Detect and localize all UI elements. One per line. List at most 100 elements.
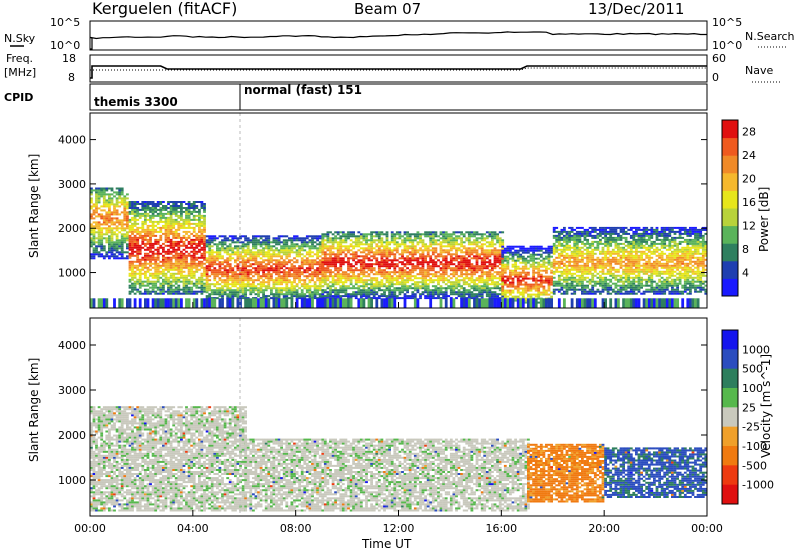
power-cell [411, 247, 415, 250]
power-cell [550, 251, 553, 254]
power-cell [560, 286, 564, 289]
power-cell [393, 255, 397, 258]
power-cell [390, 237, 394, 240]
power-cell [203, 244, 206, 247]
power-cell [192, 258, 196, 261]
power-cell [555, 262, 559, 265]
power-cell [257, 293, 260, 296]
power-cell [131, 248, 134, 251]
power-cell [205, 297, 209, 300]
power-cell [552, 244, 556, 247]
power-cell [95, 199, 98, 202]
power-cell [439, 231, 443, 234]
power-cell [254, 261, 258, 264]
power-cell [557, 238, 561, 241]
power-cell [339, 257, 343, 260]
power-cell [270, 265, 273, 268]
power-cell [205, 271, 209, 274]
power-cell [234, 277, 237, 280]
power-cell [272, 269, 276, 272]
power-cell [524, 297, 528, 300]
power-cell [529, 289, 533, 292]
power-cell [100, 191, 104, 194]
power-cell [192, 252, 196, 255]
power-cell [560, 232, 564, 235]
power-cell [136, 218, 140, 221]
power-cell [488, 253, 492, 256]
power-cell [334, 239, 337, 242]
power-cell [395, 289, 399, 292]
power-cell [308, 279, 312, 282]
power-cell [151, 242, 155, 245]
power-cell [300, 237, 304, 240]
power-cell [293, 261, 296, 264]
power-cell [493, 231, 497, 234]
power-cell [257, 275, 260, 278]
power-cell [357, 289, 361, 292]
power-cell [393, 259, 397, 262]
power-cell [439, 237, 443, 240]
power-cell [149, 272, 152, 275]
power-cell [532, 271, 535, 274]
power-cell [403, 241, 407, 244]
power-cell [555, 268, 559, 271]
power-cell [241, 277, 245, 280]
power-cell [177, 244, 181, 247]
power-cell [516, 253, 520, 256]
power-cell [321, 263, 325, 266]
power-cell [108, 239, 111, 242]
power-cell [403, 283, 407, 286]
power-cell [123, 207, 127, 210]
power-cell [570, 276, 574, 279]
power-cell [151, 201, 155, 203]
power-cell [192, 228, 196, 231]
power-cell [444, 289, 448, 292]
power-cell [493, 285, 497, 288]
nsearch-label: N.Search [745, 30, 795, 43]
power-cell [195, 264, 199, 267]
power-cell [419, 267, 422, 270]
power-cell [146, 201, 150, 203]
power-cell [136, 268, 140, 271]
power-cell [267, 263, 271, 266]
power-cell [460, 263, 463, 266]
power-cell [246, 247, 250, 250]
power-cell [367, 243, 371, 246]
power-cell [169, 260, 173, 263]
power-cell [190, 268, 194, 271]
power-cell [141, 203, 145, 205]
power-cell [380, 269, 384, 272]
power-cell [136, 254, 140, 257]
power-cell [393, 239, 397, 242]
power-cell [406, 257, 409, 260]
power-cell [444, 235, 448, 238]
power-cell [475, 255, 479, 258]
power-cell [321, 295, 325, 298]
power-heatmap-cells [90, 187, 708, 309]
power-cell [447, 261, 451, 264]
power-cell [336, 255, 340, 258]
power-cell [426, 265, 430, 268]
power-cell [403, 257, 407, 260]
power-cell [434, 265, 438, 268]
power-cell [162, 268, 165, 271]
power-cell [198, 256, 201, 259]
power-cell [563, 256, 566, 259]
power-cell [126, 255, 129, 258]
power-cell [380, 263, 384, 266]
power-cell [282, 289, 286, 292]
power-cell [511, 255, 515, 258]
power-cell [133, 201, 137, 203]
power-cell [413, 245, 417, 248]
power-cell [221, 255, 224, 258]
power-cell [532, 261, 535, 264]
power-cell [177, 246, 181, 249]
power-cell [403, 281, 407, 284]
power-cell [118, 193, 122, 196]
power-cell [277, 295, 281, 298]
power-cell [298, 293, 301, 296]
power-cell [115, 233, 119, 236]
power-cell [357, 259, 361, 262]
power-cell [185, 207, 188, 209]
power-cell [491, 279, 494, 282]
